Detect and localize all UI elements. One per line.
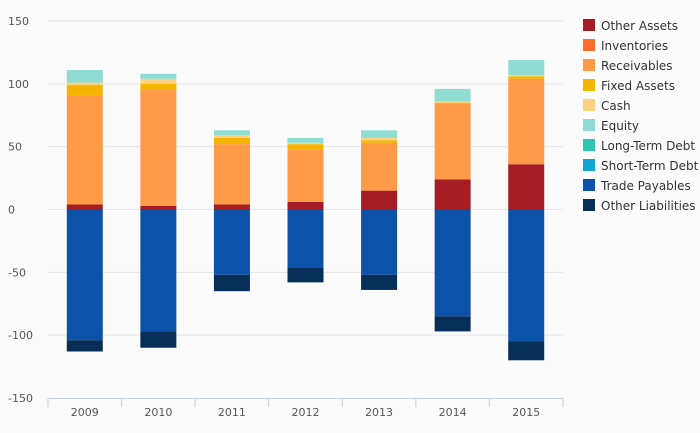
bar-segment-trade-payables	[66, 209, 103, 341]
bar-segment-other-liabilities	[508, 341, 545, 361]
legend-label-inventories: Inventories	[601, 39, 668, 53]
bar-segment-other-liabilities	[434, 316, 471, 332]
legend-swatch-short-term-debt	[583, 159, 595, 171]
legend-label-short-term-debt: Short-Term Debt	[601, 159, 699, 173]
bar-segment-fixed-assets	[287, 144, 324, 150]
y-tick-label: 50	[8, 141, 22, 154]
x-tick-label: 2009	[71, 406, 99, 419]
y-tick-label: -50	[8, 266, 26, 279]
bar-segment-fixed-assets	[213, 137, 250, 145]
bar-segment-trade-payables	[213, 209, 250, 275]
bars	[66, 59, 545, 361]
bar-segment-fixed-assets	[508, 76, 545, 79]
legend-swatch-cash	[583, 99, 595, 111]
y-tick-label: -100	[8, 329, 33, 342]
bar-segment-trade-payables	[287, 209, 324, 268]
bar-segment-other-liabilities	[287, 267, 324, 283]
legend-label-receivables: Receivables	[601, 59, 673, 73]
legend-swatch-receivables	[583, 59, 595, 71]
legend-label-other-liabilities: Other Liabilities	[601, 199, 696, 213]
bar-segment-other-assets	[287, 201, 324, 210]
bar-segment-fixed-assets	[66, 85, 103, 96]
x-tick-label: 2011	[218, 406, 246, 419]
y-tick-label: 150	[8, 15, 29, 28]
legend-label-cash: Cash	[601, 99, 631, 113]
x-tick-label: 2013	[365, 406, 393, 419]
legend-label-long-term-debt: Long-Term Debt	[601, 139, 695, 153]
bar-segment-other-assets	[508, 164, 545, 210]
y-tick-label: 0	[8, 204, 15, 217]
bar-segment-receivables	[66, 95, 103, 205]
bar-segment-other-assets	[361, 190, 398, 210]
bar-segment-cash	[361, 137, 398, 141]
bar-segment-receivables	[140, 90, 177, 206]
legend-swatch-inventories	[583, 39, 595, 51]
x-tick-label: 2012	[292, 406, 320, 419]
bar-segment-other-liabilities	[213, 274, 250, 292]
bar-segment-equity	[140, 73, 177, 79]
bar-segment-cash	[508, 75, 545, 77]
bar-segment-trade-payables	[434, 209, 471, 317]
bar-segment-equity	[361, 130, 398, 138]
bar-segment-equity	[66, 70, 103, 83]
x-tick-label: 2015	[512, 406, 540, 419]
bar-segment-other-assets	[140, 205, 177, 210]
bar-segment-other-liabilities	[361, 274, 398, 290]
bar-segment-other-liabilities	[66, 340, 103, 352]
bar-segment-fixed-assets	[361, 140, 398, 143]
bar-segment-other-assets	[213, 204, 250, 210]
legend: Other Assets Inventories Receivables Fixed …	[583, 19, 699, 213]
bar-segment-fixed-assets	[140, 83, 177, 91]
bar-segment-cash	[287, 142, 324, 145]
bar-segment-trade-payables	[140, 209, 177, 332]
bar-segment-cash	[434, 101, 471, 103]
bar-segment-equity	[287, 137, 324, 143]
bar-segment-trade-payables	[508, 209, 545, 342]
bar-segment-fixed-assets	[434, 102, 471, 104]
bar-segment-cash	[213, 135, 250, 138]
legend-swatch-equity	[583, 119, 595, 131]
x-tick-label: 2014	[439, 406, 467, 419]
bar-segment-equity	[434, 88, 471, 102]
legend-swatch-long-term-debt	[583, 139, 595, 151]
bar-segment-other-assets	[434, 179, 471, 210]
legend-swatch-other-assets	[583, 19, 595, 31]
bar-segment-other-assets	[66, 204, 103, 210]
legend-label-trade-payables: Trade Payables	[600, 179, 691, 193]
legend-swatch-fixed-assets	[583, 79, 595, 91]
legend-label-fixed-assets: Fixed Assets	[601, 79, 675, 93]
bar-segment-equity	[213, 130, 250, 136]
y-tick-label: -150	[8, 392, 33, 405]
bar-segment-other-liabilities	[140, 331, 177, 348]
bar-segment-receivables	[434, 103, 471, 180]
bar-segment-cash	[66, 82, 103, 86]
legend-label-equity: Equity	[601, 119, 639, 133]
x-tick-label: 2010	[144, 406, 172, 419]
bar-segment-trade-payables	[361, 209, 398, 275]
bar-segment-cash	[140, 78, 177, 84]
bar-segment-receivables	[213, 144, 250, 205]
axes: 150 100 50 0 -50 -100 -150 2009 2010 2011 2012 2013…	[8, 15, 564, 419]
y-tick-label: 100	[8, 78, 29, 91]
bar-segment-receivables	[287, 149, 324, 202]
legend-swatch-trade-payables	[583, 179, 595, 191]
bar-segment-receivables	[508, 78, 545, 165]
bar-segment-equity	[508, 59, 545, 76]
legend-label-other-assets: Other Assets	[601, 19, 678, 33]
bar-segment-receivables	[361, 142, 398, 191]
legend-swatch-other-liabilities	[583, 199, 595, 211]
